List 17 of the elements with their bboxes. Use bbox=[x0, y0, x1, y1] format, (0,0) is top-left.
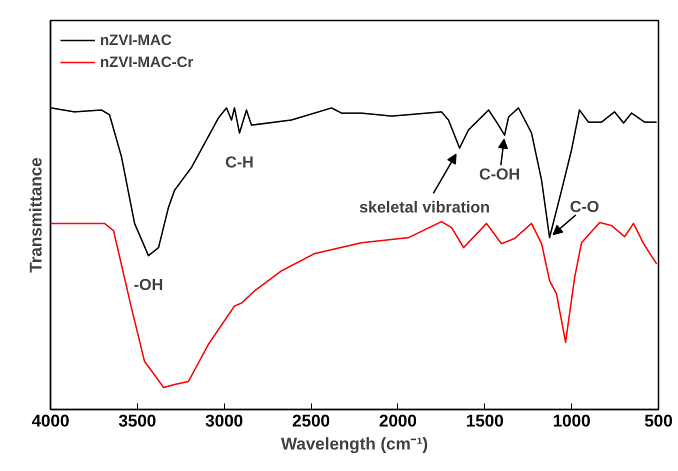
y-axis-title: Transmittance bbox=[26, 157, 46, 273]
x-axis-title: Wavelength (cm⁻¹) bbox=[280, 434, 428, 454]
x-tick-label: 2500 bbox=[292, 412, 330, 430]
x-tick-label: 500 bbox=[644, 412, 673, 430]
annotation: C-H bbox=[225, 154, 254, 172]
annotation: -OH bbox=[134, 277, 164, 294]
legend-label: nZVI-MAC bbox=[100, 32, 172, 48]
annotation: skeletal vibration bbox=[359, 200, 490, 217]
legend-label: nZVI-MAC-Cr bbox=[100, 54, 194, 70]
x-tick-label: 3500 bbox=[118, 412, 156, 430]
x-tick-label: 1500 bbox=[466, 412, 504, 430]
annotation: C-OH bbox=[479, 166, 520, 184]
x-tick-label: 4000 bbox=[32, 412, 70, 430]
x-tick-label: 1000 bbox=[552, 412, 591, 430]
annotation: C-O bbox=[570, 199, 600, 216]
x-tick-label: 2000 bbox=[379, 412, 417, 430]
x-tick-label: 3000 bbox=[205, 412, 244, 430]
